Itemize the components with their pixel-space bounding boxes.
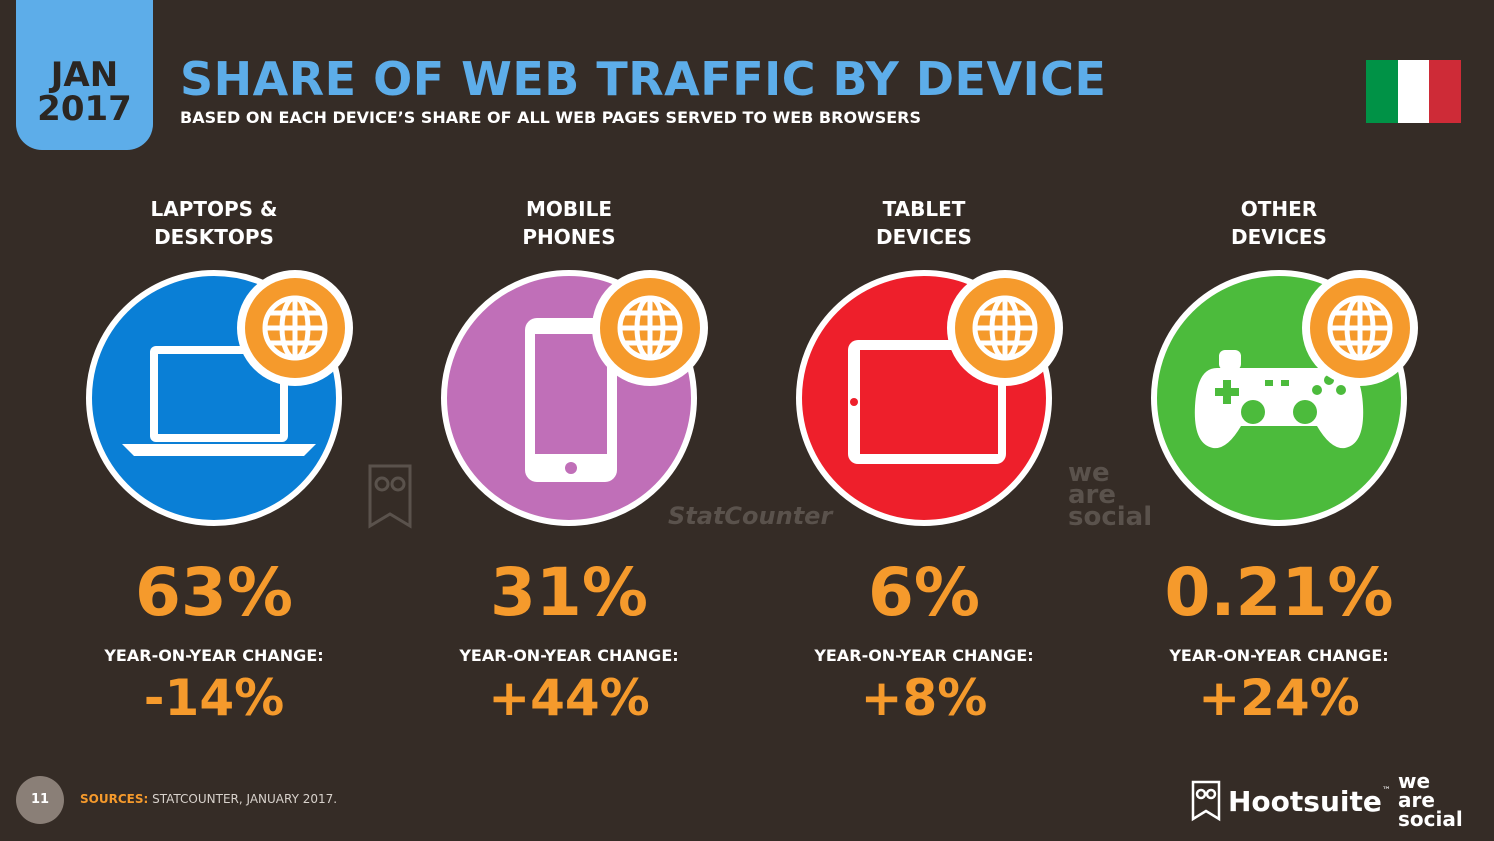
hootsuite-trademark: ™	[1381, 786, 1391, 796]
date-month: JAN	[50, 55, 119, 95]
was-we: we	[1398, 769, 1431, 793]
share-value: 6%	[867, 554, 981, 631]
sources-label: SOURCES:	[80, 792, 149, 806]
sources-text: STATCOUNTER, JANUARY 2017.	[152, 792, 338, 806]
was-are: are	[1398, 788, 1435, 812]
yoy-label: YEAR-ON-YEAR CHANGE:	[459, 646, 679, 665]
device-column-laptops: LAPTOPS & DESKTOPS	[64, 195, 364, 255]
watermark-social: social	[1068, 502, 1153, 532]
yoy-value: +8%	[860, 669, 988, 727]
page-subtitle: BASED ON EACH DEVICE’S SHARE OF ALL WEB …	[180, 108, 921, 127]
mobile-circle	[441, 270, 697, 526]
share-value: 0.21%	[1164, 554, 1394, 631]
share-value: 63%	[135, 554, 293, 631]
device-column-tablet: TABLET DEVICES	[774, 195, 1074, 255]
globe-icon	[1302, 270, 1418, 386]
yoy-value: +44%	[488, 669, 650, 727]
yoy-label: YEAR-ON-YEAR CHANGE:	[814, 646, 1034, 665]
watermark-are: are	[1068, 480, 1117, 510]
hootsuite-owl-watermark-icon	[368, 464, 412, 529]
device-column-mobile: MOBILE PHONES	[419, 195, 719, 255]
globe-icon	[592, 270, 708, 386]
statcounter-watermark: StatCounter	[668, 502, 833, 530]
device-column-other: OTHER DEVICES	[1129, 195, 1429, 255]
globe-icon	[947, 270, 1063, 386]
laptop-icon	[122, 346, 316, 456]
device-label: TABLET DEVICES	[876, 197, 972, 249]
device-label: OTHER DEVICES	[1231, 197, 1327, 249]
flag-stripe-red	[1429, 60, 1462, 123]
page-title: SHARE OF WEB TRAFFIC BY DEVICE	[180, 52, 1107, 106]
italy-flag-icon	[1366, 60, 1462, 123]
device-label: LAPTOPS & DESKTOPS	[150, 197, 278, 249]
watermark-we: we	[1068, 458, 1110, 488]
date-year: 2017	[37, 89, 132, 129]
globe-icon	[237, 270, 353, 386]
page-number: 11	[16, 776, 64, 824]
hootsuite-owl-icon	[1191, 780, 1221, 822]
we-are-social-watermark: we are social	[1068, 458, 1153, 532]
was-social: social	[1398, 807, 1463, 831]
device-label: MOBILE PHONES	[522, 197, 616, 249]
mobile-phone-icon	[525, 318, 617, 482]
flag-stripe-green	[1366, 60, 1398, 123]
date-badge: JAN 2017	[16, 0, 153, 150]
sources-line: SOURCES: STATCOUNTER, JANUARY 2017.	[80, 792, 337, 806]
yoy-label: YEAR-ON-YEAR CHANGE:	[104, 646, 324, 665]
hootsuite-logo: Hootsuite ™	[1190, 778, 1391, 824]
hootsuite-wordmark: Hootsuite	[1228, 784, 1382, 818]
yoy-value: +24%	[1198, 669, 1360, 727]
yoy-label: YEAR-ON-YEAR CHANGE:	[1169, 646, 1389, 665]
flag-stripe-white	[1397, 60, 1430, 123]
we-are-social-logo: we are social	[1398, 769, 1463, 831]
yoy-value: -14%	[143, 669, 285, 727]
share-value: 31%	[490, 554, 648, 631]
